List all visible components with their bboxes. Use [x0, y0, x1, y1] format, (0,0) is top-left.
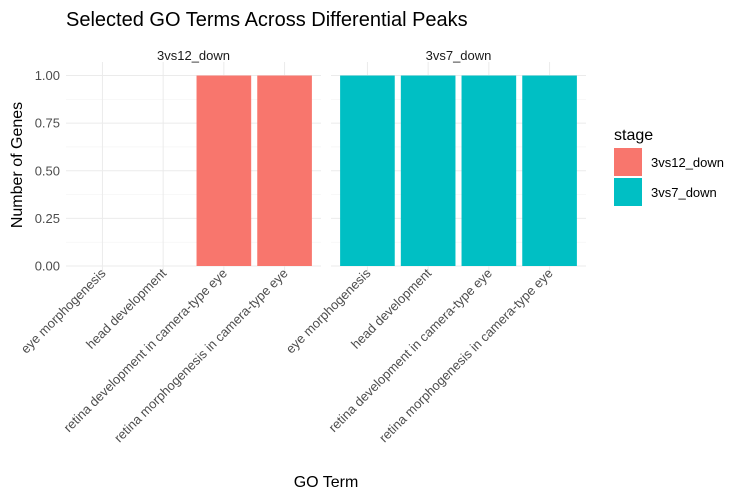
- x-axis-title: GO Term: [294, 474, 359, 491]
- y-tick-label: 0.50: [35, 163, 60, 178]
- y-axis-title: Number of Genes: [9, 102, 26, 228]
- legend-title: stage: [614, 127, 653, 144]
- y-tick-label: 0.75: [35, 116, 60, 131]
- y-axis-ticks: 0.00 0.25 0.50 0.75 1.00: [35, 68, 60, 273]
- chart-title: Selected GO Terms Across Differential Pe…: [66, 9, 468, 31]
- y-tick-label: 0.25: [35, 211, 60, 226]
- facet-panel: 3vs7_down: [331, 48, 586, 274]
- bar: [340, 75, 395, 267]
- facet-strip-label: 3vs12_down: [157, 48, 230, 63]
- bar: [461, 75, 517, 267]
- y-tick-label: 1.00: [35, 68, 60, 83]
- bar: [400, 75, 456, 267]
- legend-key: [614, 178, 642, 206]
- facet-panels: 3vs12_down 3vs7_down: [66, 48, 586, 274]
- bar: [196, 75, 252, 267]
- y-tick-label: 0.00: [35, 259, 60, 274]
- legend: stage 3vs12_down 3vs7_down: [614, 127, 724, 206]
- bar: [257, 75, 312, 267]
- legend-label: 3vs7_down: [651, 185, 717, 200]
- facet-panel: 3vs12_down: [66, 48, 321, 274]
- legend-key: [614, 148, 642, 176]
- bar: [522, 75, 577, 267]
- legend-label: 3vs12_down: [651, 155, 724, 170]
- facet-strip-label: 3vs7_down: [426, 48, 492, 63]
